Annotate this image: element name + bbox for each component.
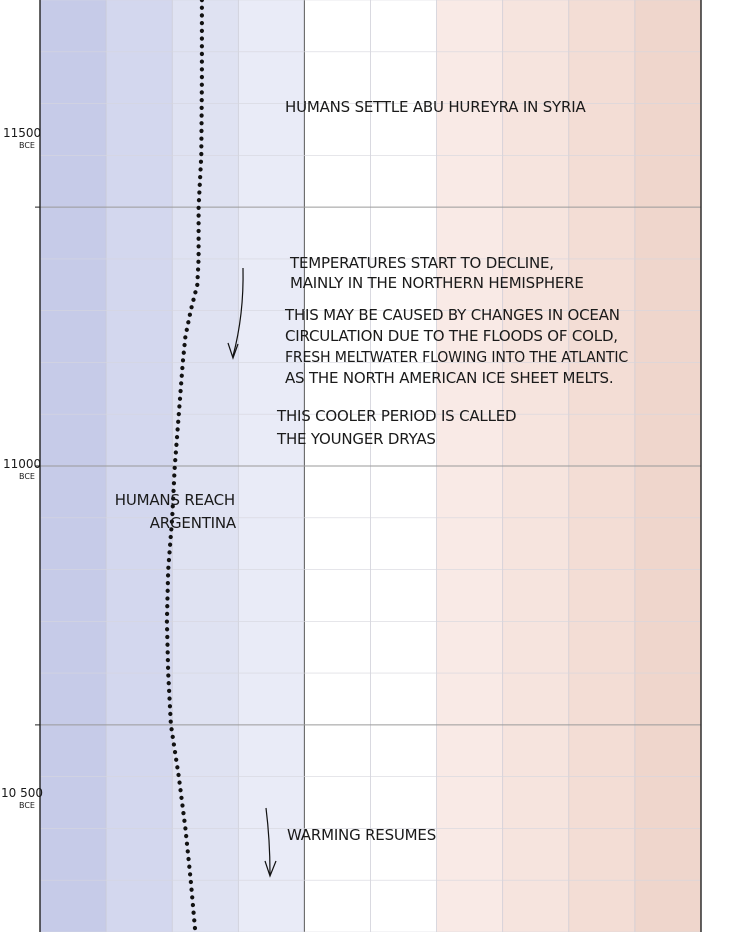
- gridlines: [40, 0, 701, 932]
- annotation-ocean-line-4: AS THE NORTH AMERICAN ICE SHEET MELTS.: [285, 369, 613, 387]
- annotation-younger-dryas-line-1: THIS COOLER PERIOD IS CALLED: [276, 407, 516, 425]
- y-tick-label-11000: 11000: [3, 457, 41, 471]
- decline-arrowhead: [227, 342, 239, 360]
- temperature-dotted-line: [164, 0, 204, 932]
- annotation-ocean-line-1: THIS MAY BE CAUSED BY CHANGES IN OCEAN: [284, 306, 620, 324]
- annotation-abu-hureyra: HUMANS SETTLE ABU HUREYRA IN SYRIA: [285, 98, 586, 116]
- annotation-warming: WARMING RESUMES: [287, 826, 436, 844]
- annotation-argentina-line-2: ARGENTINA: [150, 514, 237, 532]
- y-axis-ticks: 11500 BCE 11000 BCE 10 500 BCE: [1, 126, 43, 810]
- annotation-ocean-line-3: FRESH MELTWATER FLOWING INTO THE ATLANTI…: [285, 348, 628, 366]
- annotation-decline-line-2: MAINLY IN THE NORTHERN HEMISPHERE: [290, 274, 584, 292]
- annotation-arrows: [227, 267, 277, 878]
- annotation-ocean-line-2: CIRCULATION DUE TO THE FLOODS OF COLD,: [285, 327, 618, 345]
- annotation-argentina-line-1: HUMANS REACH: [115, 491, 235, 509]
- plot-frame: [35, 0, 702, 932]
- y-tick-label-10500: 10 500: [1, 786, 43, 800]
- temperature-series: [164, 0, 204, 932]
- y-tick-unit-10500: BCE: [19, 801, 35, 810]
- annotations: HUMANS SETTLE ABU HUREYRA IN SYRIA TEMPE…: [115, 98, 628, 844]
- annotation-decline-line-1: TEMPERATURES START TO DECLINE,: [289, 254, 554, 272]
- warming-arrowhead: [264, 860, 277, 878]
- y-tick-unit-11500: BCE: [19, 141, 35, 150]
- warming-arrow: [265, 807, 271, 875]
- y-tick-unit-11000: BCE: [19, 472, 35, 481]
- y-tick-label-11500: 11500: [3, 126, 41, 140]
- annotation-younger-dryas-line-2: THE YOUNGER DRYAS: [276, 430, 436, 448]
- decline-arrow: [232, 267, 244, 357]
